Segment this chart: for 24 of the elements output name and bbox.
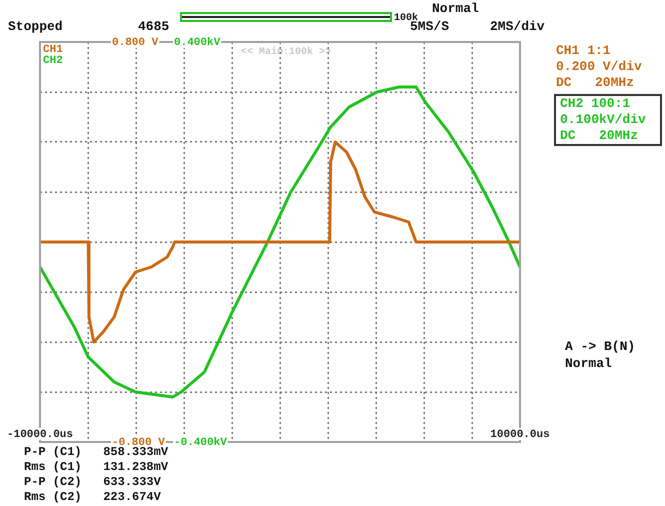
text: Rms (C1) 131.238mV — [24, 460, 168, 474]
text: 0.200 V/div — [556, 59, 642, 74]
text: Normal — [565, 356, 612, 371]
text: 5MS/S — [410, 19, 450, 34]
y2-tick-label: 0.400kV — [174, 36, 221, 49]
text: Stopped — [8, 19, 63, 34]
text: DC 20MHz — [560, 128, 638, 143]
text: CH1 1:1 — [556, 43, 611, 58]
text: Rms (C2) 223.674V — [24, 490, 161, 504]
y2-tick-label: -0.400kV — [174, 436, 228, 449]
text: Normal — [432, 1, 479, 16]
text: 0.100kV/div — [560, 112, 646, 127]
annotation: << Main:100k >> — [241, 46, 332, 60]
x-tick-label: 10000.0us — [490, 428, 550, 441]
text: CH2 100:1 — [560, 96, 630, 111]
text: CH1 — [43, 44, 64, 56]
x-tick-label: -10000.0us — [6, 428, 74, 441]
y-tick-label: 0.800 V — [112, 36, 159, 49]
text: DC 20MHz — [556, 75, 634, 90]
text: P-P (C2) 633.333V — [24, 475, 161, 489]
text: CH2 — [43, 54, 63, 67]
text: 4685 — [138, 19, 170, 34]
text: 2MS/div — [490, 19, 545, 34]
text: A -> B(N) — [565, 339, 636, 354]
